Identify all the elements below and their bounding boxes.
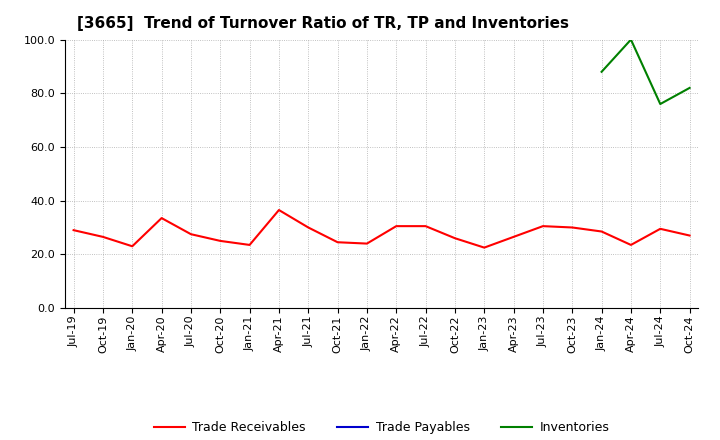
Inventories bbox=[685, 85, 694, 91]
Trade Receivables bbox=[626, 242, 635, 248]
Trade Receivables bbox=[598, 229, 606, 234]
Trade Receivables bbox=[568, 225, 577, 230]
Inventories bbox=[598, 69, 606, 74]
Trade Receivables bbox=[656, 226, 665, 231]
Inventories bbox=[626, 37, 635, 42]
Trade Receivables bbox=[128, 244, 137, 249]
Trade Receivables bbox=[246, 242, 254, 248]
Trade Receivables bbox=[480, 245, 489, 250]
Legend: Trade Receivables, Trade Payables, Inventories: Trade Receivables, Trade Payables, Inven… bbox=[148, 416, 615, 439]
Line: Inventories: Inventories bbox=[602, 40, 690, 104]
Trade Receivables bbox=[539, 224, 547, 229]
Trade Receivables bbox=[451, 235, 459, 241]
Trade Receivables bbox=[99, 234, 107, 239]
Trade Receivables bbox=[274, 207, 283, 213]
Trade Receivables bbox=[363, 241, 372, 246]
Trade Receivables bbox=[685, 233, 694, 238]
Trade Receivables bbox=[216, 238, 225, 244]
Trade Receivables bbox=[333, 240, 342, 245]
Inventories bbox=[656, 101, 665, 106]
Trade Receivables bbox=[392, 224, 400, 229]
Text: [3665]  Trend of Turnover Ratio of TR, TP and Inventories: [3665] Trend of Turnover Ratio of TR, TP… bbox=[78, 16, 570, 32]
Trade Receivables bbox=[186, 231, 195, 237]
Trade Receivables bbox=[69, 227, 78, 233]
Trade Receivables bbox=[421, 224, 430, 229]
Trade Receivables bbox=[157, 216, 166, 221]
Trade Receivables bbox=[304, 225, 312, 230]
Trade Receivables bbox=[509, 234, 518, 239]
Line: Trade Receivables: Trade Receivables bbox=[73, 210, 690, 248]
